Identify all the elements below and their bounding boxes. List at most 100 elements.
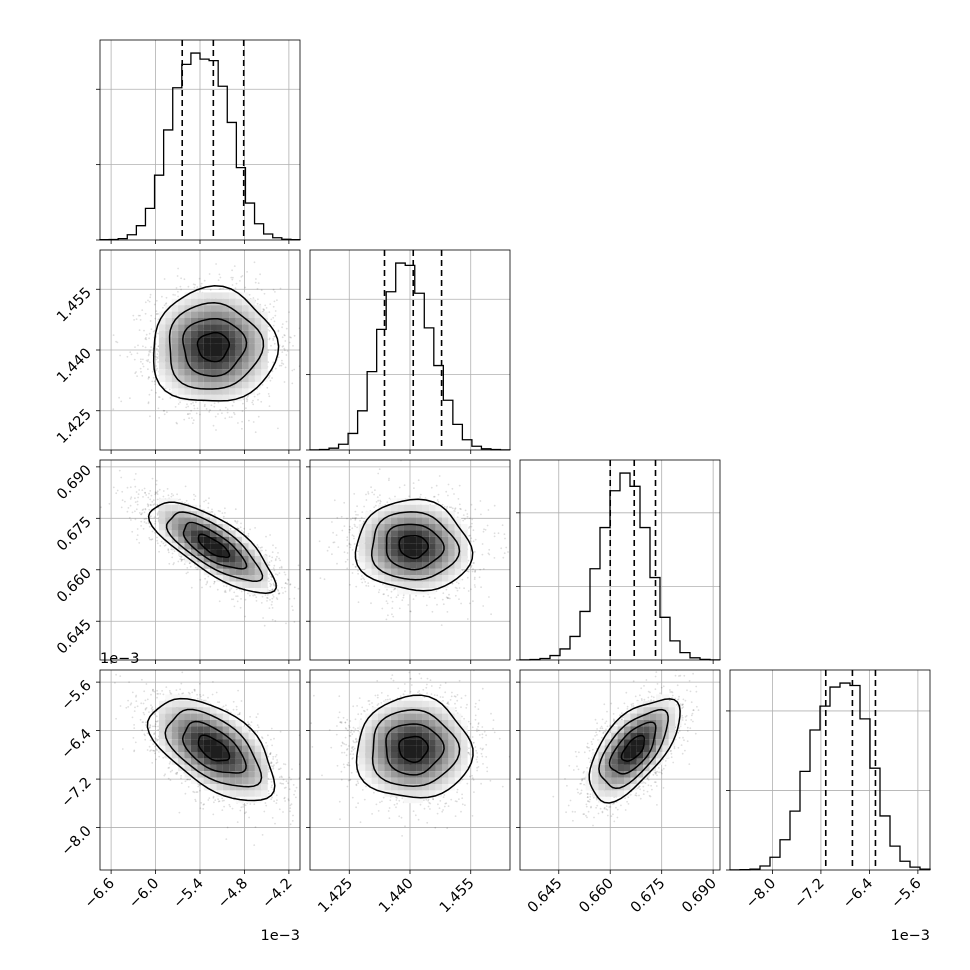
sample-point [186, 413, 189, 416]
density-cell [184, 369, 191, 376]
sample-point [209, 288, 212, 291]
density-cell [158, 356, 166, 363]
sample-point [149, 415, 151, 418]
sample-point [167, 548, 170, 551]
sample-point [129, 486, 132, 489]
density-cell [235, 388, 243, 395]
sample-point [136, 500, 139, 503]
density-cell [242, 382, 249, 389]
sample-point [213, 513, 216, 516]
sample-point [233, 605, 236, 608]
density-cell [165, 337, 172, 344]
sample-point [149, 498, 152, 501]
density-cell [158, 343, 166, 350]
sample-point [148, 300, 151, 303]
density-cell [261, 356, 268, 363]
sample-point [147, 368, 149, 371]
sample-point [263, 292, 266, 295]
sample-point [281, 336, 284, 339]
density-cell [248, 369, 255, 376]
sample-point [155, 365, 158, 367]
sample-point [139, 319, 142, 321]
sample-point [160, 540, 163, 543]
sample-point [264, 246, 266, 248]
density-cell [222, 337, 230, 344]
sample-point [231, 269, 234, 272]
sample-point [155, 313, 158, 316]
sample-point [164, 467, 166, 469]
sample-point [131, 530, 134, 533]
sample-point [149, 349, 152, 352]
sample-point [170, 493, 173, 495]
sample-point [179, 558, 182, 560]
density-cell [178, 318, 185, 325]
sample-point [232, 598, 235, 601]
sample-point [263, 309, 265, 312]
density-cell [171, 388, 179, 395]
sample-point [130, 496, 133, 499]
sample-point [156, 493, 159, 495]
sample-point [269, 534, 271, 536]
sample-point [201, 586, 203, 589]
sample-point [277, 356, 280, 359]
density-cell [190, 324, 198, 331]
sample-point [268, 590, 271, 592]
density-cell [216, 311, 223, 318]
density-cell [210, 292, 217, 299]
sample-point [173, 562, 175, 564]
density-cell [165, 369, 172, 376]
sample-point [268, 405, 271, 407]
sample-point [180, 556, 183, 559]
panel-contents [100, 246, 327, 469]
sample-point [120, 506, 123, 509]
sample-point [145, 336, 147, 339]
density-cell [261, 369, 268, 376]
sample-point [270, 583, 273, 586]
density-cell [178, 305, 185, 312]
sample-point [161, 295, 163, 298]
sample-point [155, 483, 158, 486]
sample-point [229, 528, 232, 530]
sample-point [271, 607, 274, 609]
density-cell [210, 337, 217, 344]
sample-point [162, 306, 164, 309]
density-cell [229, 337, 236, 344]
sample-point [155, 369, 158, 371]
sample-point [325, 281, 327, 283]
density-cell [190, 298, 198, 306]
sample-point [219, 276, 222, 279]
sample-point [223, 585, 225, 587]
sample-point [293, 586, 296, 589]
sample-point [231, 284, 234, 286]
sample-point [259, 273, 261, 276]
density-cell [171, 330, 179, 338]
density-cell [248, 375, 255, 382]
density-cell [210, 388, 217, 395]
density-cell [235, 292, 243, 299]
sample-point [247, 394, 250, 397]
sample-point [237, 527, 240, 530]
sample-point [156, 312, 159, 315]
sample-point [126, 486, 129, 489]
sample-point [216, 588, 219, 591]
sample-point [203, 405, 206, 408]
sample-point [142, 358, 144, 361]
sample-point [272, 544, 274, 547]
density-cell [210, 375, 217, 382]
density-cell [229, 330, 236, 338]
density-cell [197, 298, 204, 306]
sample-point [213, 582, 215, 585]
sample-point [268, 564, 271, 567]
density-cell [197, 369, 204, 376]
sample-point [222, 287, 224, 290]
sample-point [147, 505, 150, 508]
sample-point [264, 304, 267, 307]
sample-point [282, 592, 284, 594]
sample-point [116, 341, 119, 344]
sample-point [140, 358, 142, 361]
density-cell [171, 337, 179, 344]
sample-point [245, 397, 248, 400]
density-cell [158, 330, 166, 338]
sample-point [217, 279, 220, 281]
density-cell [248, 330, 255, 338]
